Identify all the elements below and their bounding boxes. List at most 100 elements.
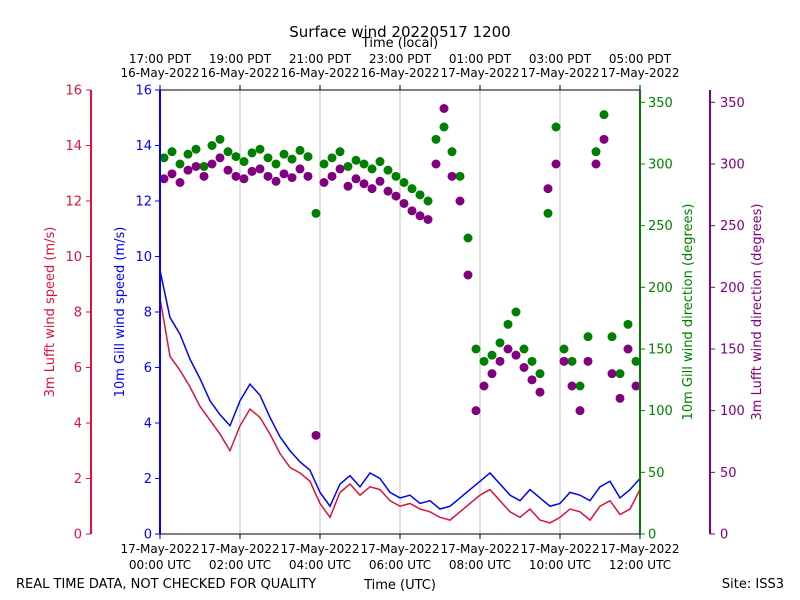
lufft-dir-point — [479, 381, 489, 391]
footer-disclaimer: REAL TIME DATA, NOT CHECKED FOR QUALITY — [16, 577, 316, 592]
lufft-dir-tick-label: 0 — [720, 528, 728, 543]
lufft-dir-point — [199, 171, 209, 181]
lufft-speed-axis-title: 3m Lufft wind speed (m/s) — [43, 227, 58, 398]
gill-dir-point — [279, 149, 289, 159]
gill-dir-point — [287, 154, 297, 164]
bottom-tick-time: 04:00 UTC — [289, 558, 351, 572]
lufft-dir-point — [367, 184, 377, 194]
gill-dir-point — [575, 381, 585, 391]
lufft-dir-point — [463, 270, 473, 280]
lufft-dir-point — [407, 206, 417, 216]
lufft-dir-point — [511, 350, 521, 360]
gill-dir-point — [599, 110, 609, 120]
gill-dir-point — [543, 208, 553, 218]
gill-dir-point — [183, 149, 193, 159]
lufft-dir-point — [175, 178, 185, 187]
gill-dir-point — [335, 147, 345, 157]
gill-dir-point — [295, 145, 305, 155]
lufft-dir-point — [519, 363, 529, 372]
lufft-dir-point — [631, 381, 641, 391]
gill-dir-point — [519, 344, 529, 354]
lufft-dir-point — [543, 184, 553, 194]
gill-speed-tick-label: 6 — [144, 361, 152, 376]
top-tick-date: 16-May-2022 — [280, 66, 359, 80]
gill-dir-point — [463, 233, 473, 243]
lufft-dir-tick-label: 200 — [720, 281, 745, 296]
gill-dir-point — [407, 184, 417, 194]
gill-dir-point — [319, 159, 329, 169]
bottom-tick-date: 17-May-2022 — [280, 542, 359, 556]
lufft-dir-tick-label: 350 — [720, 96, 745, 111]
lufft-dir-point — [263, 171, 273, 181]
gill-dir-point — [327, 153, 337, 163]
lufft-speed-tick-label: 0 — [74, 528, 82, 543]
lufft-dir-point — [591, 159, 601, 169]
lufft-speed-tick-label: 4 — [74, 417, 82, 432]
gill-dir-point — [359, 159, 369, 169]
top-axis-label: Time (local) — [361, 36, 438, 51]
top-tick-date: 17-May-2022 — [600, 66, 679, 80]
lufft-dir-point — [215, 153, 225, 163]
gill-dir-tick-label: 300 — [648, 158, 673, 173]
lufft-dir-point — [423, 215, 433, 224]
lufft-dir-point — [583, 356, 593, 366]
gill-dir-point — [415, 190, 425, 200]
lufft-dir-point — [607, 369, 617, 379]
gill-dir-point — [383, 165, 393, 175]
top-tick-date: 16-May-2022 — [200, 66, 279, 80]
gill-dir-point — [623, 319, 633, 329]
gill-dir-tick-label: 250 — [648, 219, 673, 234]
lufft-dir-point — [503, 344, 513, 354]
lufft-dir-point — [471, 406, 481, 416]
lufft-dir-point — [311, 430, 321, 440]
gill-dir-point — [367, 164, 377, 174]
gill-speed-tick-label: 12 — [135, 195, 152, 210]
gill-speed-tick-label: 0 — [144, 528, 152, 543]
lufft-dir-point — [279, 169, 289, 179]
top-tick-date: 17-May-2022 — [520, 66, 599, 80]
lufft-speed-tick-label: 10 — [65, 250, 82, 265]
gill-dir-point — [239, 157, 249, 167]
gill-dir-point — [351, 155, 361, 165]
lufft-dir-point — [183, 165, 193, 175]
lufft-dir-point — [319, 178, 329, 187]
lufft-dir-tick-label: 250 — [720, 219, 745, 234]
gill-dir-point — [511, 307, 521, 317]
lufft-dir-tick-label: 100 — [720, 404, 745, 419]
data-layer — [159, 104, 641, 524]
lufft-dir-point — [223, 165, 233, 175]
lufft-dir-point — [415, 211, 425, 221]
gill-dir-tick-label: 350 — [648, 96, 673, 111]
gill-dir-point — [471, 344, 481, 354]
gill-speed-tick-label: 16 — [135, 84, 152, 99]
gill-dir-tick-label: 100 — [648, 404, 673, 419]
lufft-speed-tick-label: 12 — [65, 195, 82, 210]
gill-dir-tick-label: 50 — [648, 466, 665, 481]
lufft-dir-point — [487, 369, 497, 379]
lufft-dir-point — [599, 134, 609, 144]
gill-dir-tick-label: 150 — [648, 343, 673, 358]
lufft-dir-point — [559, 356, 569, 366]
top-tick-time: 23:00 PDT — [369, 52, 432, 66]
top-tick-date: 16-May-2022 — [120, 66, 199, 80]
gill-dir-point — [191, 144, 201, 154]
chart-title: Surface wind 20220517 1200 — [289, 23, 510, 41]
lufft-dir-point — [239, 174, 249, 184]
gill-dir-point — [631, 356, 641, 366]
footer-site: Site: ISS3 — [722, 577, 784, 592]
lufft-dir-tick-label: 50 — [720, 466, 737, 481]
bottom-tick-time: 00:00 UTC — [129, 558, 191, 572]
gill-dir-point — [175, 159, 185, 169]
lufft-speed-tick-label: 8 — [74, 306, 82, 321]
gill-dir-point — [527, 356, 537, 366]
gill-speed-line — [159, 270, 641, 510]
top-tick-time: 05:00 PDT — [609, 52, 672, 66]
bottom-tick-time: 12:00 UTC — [609, 558, 671, 572]
gill-dir-point — [231, 152, 241, 162]
gill-dir-point — [271, 159, 281, 169]
gill-dir-point — [391, 171, 401, 181]
gill-dir-point — [503, 319, 513, 329]
lufft-dir-point — [359, 179, 369, 189]
bottom-tick-date: 17-May-2022 — [120, 542, 199, 556]
gill-speed-tick-label: 14 — [135, 139, 152, 154]
